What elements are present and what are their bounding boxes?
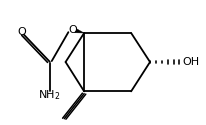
Text: O: O xyxy=(18,27,27,37)
Text: NH$_2$: NH$_2$ xyxy=(38,88,61,102)
Text: OH: OH xyxy=(183,57,200,67)
Text: O: O xyxy=(69,25,77,35)
Polygon shape xyxy=(75,29,84,33)
